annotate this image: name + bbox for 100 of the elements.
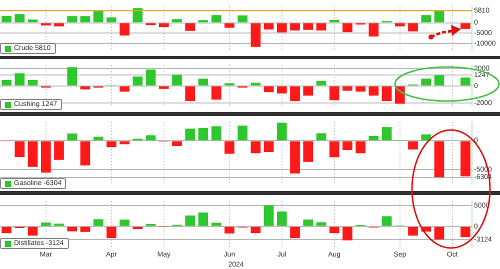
bar [185,128,196,140]
bar [224,23,234,28]
bar [80,226,90,232]
bar [14,73,25,86]
bar [14,14,25,22]
bar [394,23,405,26]
bar [342,226,352,240]
bar [120,220,130,226]
bar [276,86,287,94]
bar [120,86,130,92]
bar [276,23,287,32]
bar [67,134,78,140]
bar [132,76,143,86]
bar [290,23,300,30]
bar [211,86,222,100]
bar [368,23,379,37]
bar [434,141,444,178]
bar [290,226,300,238]
bar [264,86,274,92]
bar [211,222,222,226]
bar [93,219,104,226]
bar [329,86,340,100]
bar [67,226,78,232]
bar [172,141,182,146]
bar [356,141,366,154]
bar [54,23,64,26]
bar [342,86,352,91]
bar [408,23,418,32]
bar [316,222,326,226]
bar [172,19,182,22]
bar [303,86,314,96]
bar [250,141,261,154]
bar [40,23,51,26]
bar [172,74,182,86]
bar [434,10,444,22]
bar [132,8,143,22]
bar [185,215,196,226]
bar [303,23,314,30]
bar [2,80,12,86]
bar [28,141,38,167]
bar [2,16,12,22]
bar [250,226,261,234]
bar [146,70,156,86]
bar [238,126,248,140]
bar [303,219,314,226]
bar [67,16,78,22]
bar [2,226,12,234]
bar [303,141,314,162]
bar [120,23,130,36]
bar [80,86,90,90]
bar [40,141,51,173]
bar [382,86,392,102]
bar [146,135,156,140]
bar [382,127,392,140]
bar [158,86,169,89]
bar [329,141,340,158]
bar [106,17,116,22]
bar [28,80,38,86]
bar [316,133,326,140]
bar [290,86,300,102]
bar [408,141,418,150]
bar [185,23,196,31]
bar [80,16,90,22]
bar [211,126,222,140]
bar [276,122,287,140]
bar [356,86,366,92]
bar [40,222,51,226]
bar [106,226,116,238]
bar [198,78,208,86]
bar [434,226,444,240]
bar [28,226,38,236]
bar [264,141,274,152]
bar [408,226,418,236]
bar [224,226,234,234]
bar [342,23,352,32]
bar [28,19,38,22]
bar [250,23,261,47]
bar [14,141,25,157]
bar [276,211,287,226]
bar [316,23,326,30]
bar [80,141,90,166]
bar [460,78,470,86]
bar [421,78,432,86]
bar [54,141,64,160]
bar [238,15,248,22]
bar [329,20,340,22]
bar [250,82,261,86]
bar [224,141,234,154]
bar [368,86,379,96]
bar [382,216,392,226]
bar [290,141,300,174]
bar [67,67,78,86]
bar [434,75,444,86]
bar [264,23,274,30]
bar [211,15,222,22]
bar [185,86,196,102]
bar [460,141,470,176]
bar [120,141,130,144]
bar [264,205,274,226]
bar [93,136,104,140]
